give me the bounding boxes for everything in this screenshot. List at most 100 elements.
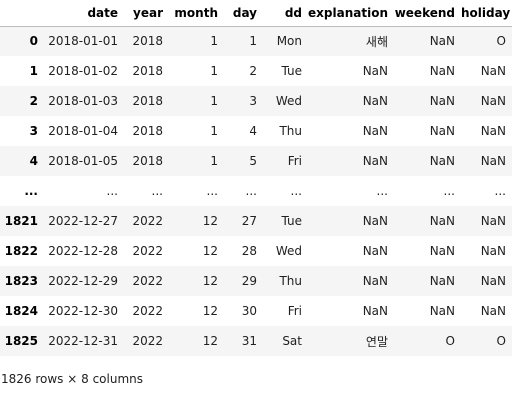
- table-row: 1822 2022-12-28 2022 12 28 Wed NaN NaN NaN: [0, 236, 512, 266]
- row-index: 1821: [4, 214, 38, 228]
- cell-day: 28: [241, 244, 257, 258]
- cell-explanation: NaN: [362, 304, 388, 318]
- column-header-date: date: [44, 0, 124, 27]
- cell-holiday: NaN: [480, 64, 506, 78]
- cell-holiday: NaN: [480, 274, 506, 288]
- cell-year: 2022: [132, 334, 163, 348]
- cell-date: 2022-12-29: [48, 274, 118, 288]
- cell-day: 4: [249, 124, 257, 138]
- cell-month: 1: [210, 34, 218, 49]
- cell-holiday: NaN: [480, 304, 506, 318]
- cell-dd: Wed: [275, 94, 302, 108]
- cell-holiday: O: [496, 34, 506, 49]
- cell-year: 2018: [132, 154, 163, 168]
- table-row: 1824 2022-12-30 2022 12 30 Fri NaN NaN NaN: [0, 296, 512, 326]
- index-header: [0, 0, 44, 27]
- cell-month: 12: [202, 304, 218, 318]
- cell-date: 2018-01-04: [48, 124, 118, 138]
- cell-month: 1: [210, 94, 218, 108]
- row-index: 0: [29, 34, 38, 49]
- column-header-weekend: weekend: [394, 0, 461, 27]
- cell-month: 12: [202, 244, 218, 258]
- cell-day: 29: [241, 274, 257, 288]
- cell-date: 2018-01-02: [48, 64, 118, 78]
- table-row: 4 2018-01-05 2018 1 5 Fri NaN NaN NaN: [0, 146, 512, 176]
- cell-weekend: NaN: [429, 274, 455, 288]
- cell-day: 2: [249, 64, 257, 78]
- column-header-month: month: [169, 0, 224, 27]
- header-row: date year month day dd explanation weeke…: [0, 0, 512, 27]
- cell-date: 2018-01-01: [48, 34, 118, 49]
- cell-explanation: NaN: [362, 214, 388, 228]
- cell-year: 2022: [132, 214, 163, 228]
- column-header-explanation: explanation: [308, 0, 394, 27]
- cell-day: 3: [249, 94, 257, 108]
- row-index: 3: [29, 124, 38, 138]
- cell-year: 2018: [132, 124, 163, 138]
- cell-explanation: NaN: [362, 94, 388, 108]
- cell-dd: Thu: [279, 274, 302, 288]
- row-index: 1824: [4, 304, 38, 318]
- cell-explanation: NaN: [362, 244, 388, 258]
- cell-year: 2018: [132, 94, 163, 108]
- table-row: 3 2018-01-04 2018 1 4 Thu NaN NaN NaN: [0, 116, 512, 146]
- table-row: 0 2018-01-01 2018 1 1 Mon 새해 NaN O: [0, 26, 512, 56]
- row-index: 1823: [4, 274, 38, 288]
- row-index: 1: [29, 64, 38, 78]
- cell-dd: Thu: [279, 124, 302, 138]
- cell-date: 2018-01-05: [48, 154, 118, 168]
- cell-day: ...: [245, 184, 257, 198]
- cell-dd: Tue: [281, 64, 303, 78]
- cell-explanation: ...: [376, 184, 388, 198]
- cell-month: ...: [206, 184, 218, 198]
- column-header-day: day: [224, 0, 263, 27]
- cell-weekend: O: [445, 334, 455, 348]
- cell-holiday: NaN: [480, 154, 506, 168]
- cell-month: 1: [210, 64, 218, 78]
- cell-year: ...: [151, 184, 163, 198]
- table-row: 1 2018-01-02 2018 1 2 Tue NaN NaN NaN: [0, 56, 512, 86]
- cell-explanation: NaN: [362, 154, 388, 168]
- dataframe-table: date year month day dd explanation weeke…: [0, 0, 512, 356]
- cell-date: ...: [106, 184, 118, 198]
- cell-year: 2022: [132, 244, 163, 258]
- cell-holiday: NaN: [480, 124, 506, 138]
- cell-month: 12: [202, 214, 218, 228]
- cell-dd: Fri: [287, 154, 302, 168]
- cell-dd: Mon: [276, 34, 302, 49]
- cell-weekend: NaN: [429, 244, 455, 258]
- cell-year: 2018: [132, 64, 163, 78]
- cell-weekend: NaN: [429, 94, 455, 108]
- cell-month: 12: [202, 334, 218, 348]
- cell-date: 2022-12-30: [48, 304, 118, 318]
- cell-date: 2022-12-28: [48, 244, 118, 258]
- cell-day: 27: [241, 214, 257, 228]
- cell-holiday: NaN: [480, 94, 506, 108]
- cell-weekend: NaN: [429, 34, 455, 49]
- cell-day: 1: [249, 34, 257, 49]
- cell-month: 1: [210, 124, 218, 138]
- cell-weekend: ...: [443, 184, 455, 198]
- cell-month: 1: [210, 154, 218, 168]
- column-header-dd: dd: [263, 0, 308, 27]
- cell-dd: Fri: [287, 304, 302, 318]
- row-index: 1825: [4, 334, 38, 348]
- cell-dd: Sat: [282, 334, 302, 348]
- table-row: ...........................: [0, 176, 512, 206]
- cell-dd: Tue: [281, 214, 303, 228]
- column-header-year: year: [124, 0, 169, 27]
- cell-dd: Wed: [275, 244, 302, 258]
- table-row: 2 2018-01-03 2018 1 3 Wed NaN NaN NaN: [0, 86, 512, 116]
- cell-holiday: O: [496, 334, 506, 348]
- cell-year: 2018: [132, 34, 163, 49]
- row-index: 4: [29, 154, 38, 168]
- column-header-holiday: holiday: [461, 0, 512, 27]
- cell-explanation: NaN: [362, 124, 388, 138]
- cell-weekend: NaN: [429, 154, 455, 168]
- table-shape-caption: 1826 rows × 8 columns: [1, 372, 143, 386]
- row-index: 2: [29, 94, 38, 108]
- cell-year: 2022: [132, 304, 163, 318]
- cell-explanation: 새해: [365, 34, 388, 49]
- cell-date: 2022-12-27: [48, 214, 118, 228]
- table-body: 0 2018-01-01 2018 1 1 Mon 새해 NaN O 1 2018-01-02 201…: [0, 26, 512, 356]
